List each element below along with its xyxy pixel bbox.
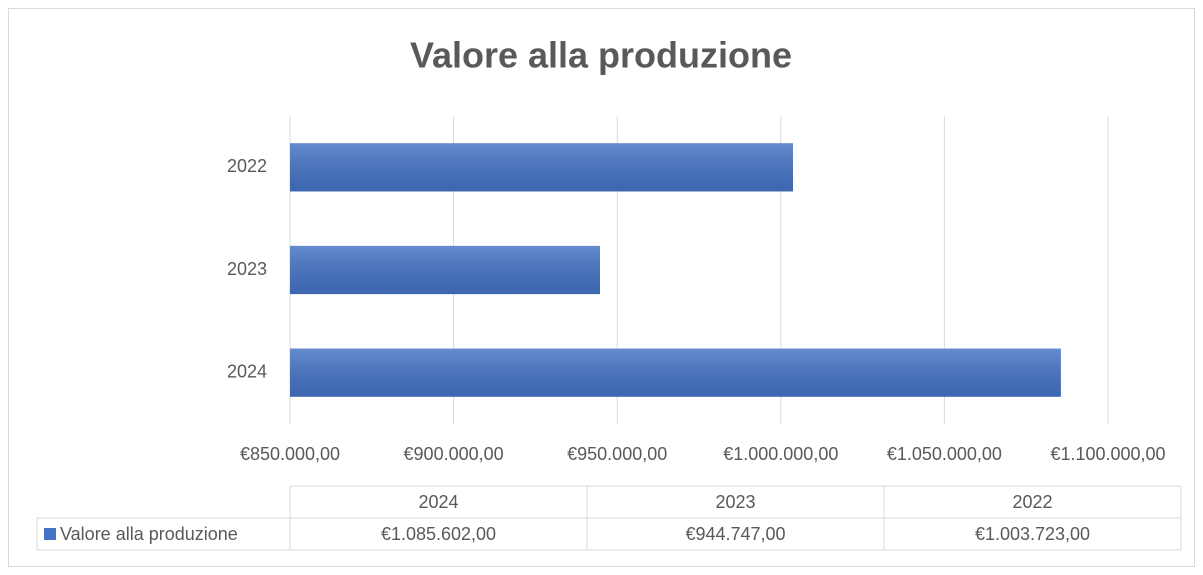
bar-shade [290,245,601,295]
table-cell: €1.003.723,00 [975,524,1090,544]
x-tick-label: €1.000.000,00 [723,444,838,464]
table-header: 2023 [715,492,755,512]
y-tick-label: 2022 [227,156,267,176]
table-cell: €944.747,00 [685,524,785,544]
x-tick-label: €900.000,00 [404,444,504,464]
y-tick-label: 2024 [227,361,267,381]
legend-key [44,528,56,540]
table-header: 2024 [418,492,458,512]
x-tick-label: €1.050.000,00 [887,444,1002,464]
table-cell: €1.085.602,00 [381,524,496,544]
chart-border [8,8,1195,567]
x-tick-label: €1.100.000,00 [1050,444,1165,464]
table-header: 2022 [1012,492,1052,512]
x-tick-label: €950.000,00 [567,444,667,464]
chart-title: Valore alla produzione [410,35,792,76]
x-tick-label: €850.000,00 [240,444,340,464]
y-tick-label: 2023 [227,259,267,279]
bar-shade [290,143,793,192]
legend-label: Valore alla produzione [60,524,238,544]
bar-shade [290,348,1061,397]
